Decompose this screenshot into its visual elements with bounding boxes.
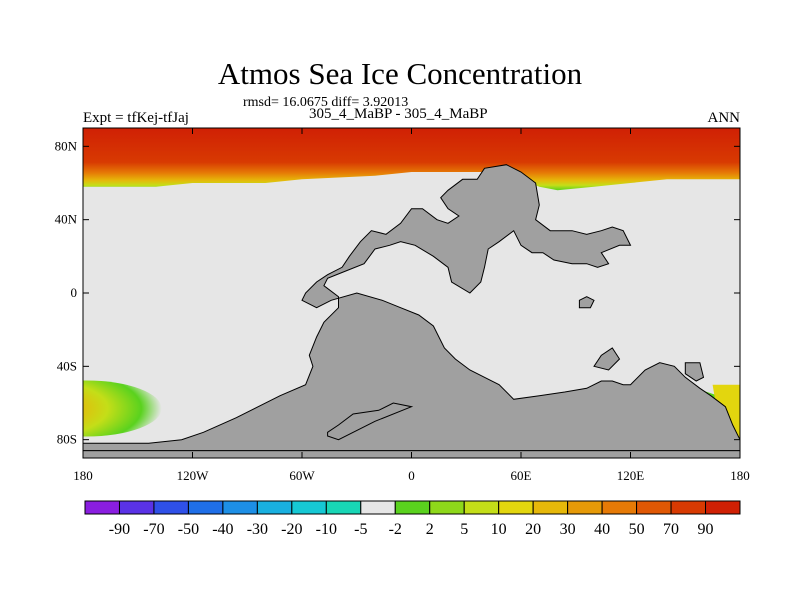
x-tick-label: 60E xyxy=(511,468,532,483)
experiment-label: Expt = tfKej-tfJaj xyxy=(83,110,189,126)
land-mass xyxy=(684,362,705,382)
colorbar-level-label: 40 xyxy=(594,521,610,538)
land-mass xyxy=(327,402,414,441)
x-tick-label: 120E xyxy=(617,468,645,483)
colorbar-level-label: -30 xyxy=(247,521,268,538)
colorbar-level-label: -50 xyxy=(178,521,199,538)
colorbar-level-label: 5 xyxy=(460,521,468,538)
x-tick-label: 180 xyxy=(73,468,93,483)
chart-title: Atmos Sea Ice Concentration xyxy=(217,56,583,91)
colorbar-level-label: 10 xyxy=(491,521,507,538)
x-tick-label: 0 xyxy=(408,468,415,483)
y-tick-label: 80S xyxy=(57,432,77,447)
colorbar-level-label: -10 xyxy=(316,521,337,538)
x-tick-label: 180 xyxy=(730,468,750,483)
land-mass xyxy=(578,296,595,309)
colorbar-swatch xyxy=(222,500,258,515)
colorbar-level-label: 90 xyxy=(698,521,714,538)
axis-ticks: 180 120W 60W 0 60E 120E 180 80N 40N 0 40S 80S xyxy=(55,128,750,483)
colorbar-level-label: 20 xyxy=(525,521,541,538)
colorbar-swatch xyxy=(394,500,431,515)
colorbar-swatch xyxy=(256,500,293,515)
colorbar-swatch xyxy=(705,500,741,515)
colorbar-swatch xyxy=(532,500,569,515)
colorbar-level-label: 50 xyxy=(629,521,645,538)
colorbar-swatch xyxy=(567,500,603,515)
colorbar-level-label: 2 xyxy=(426,521,434,538)
colorbar-level-label: -40 xyxy=(212,521,233,538)
colorbar-level-label: 70 xyxy=(663,521,679,538)
colorbar-swatch xyxy=(463,500,500,515)
x-tick-label: 120W xyxy=(177,468,210,483)
arctic-sea-ice-band xyxy=(83,128,740,191)
colorbar-level-label: -20 xyxy=(281,521,302,538)
colorbar-level-label: -2 xyxy=(389,521,402,538)
colorbar-level-label: -5 xyxy=(354,521,367,538)
colorbar-swatch xyxy=(601,500,638,515)
land-mass xyxy=(593,347,621,371)
y-tick-label: 40S xyxy=(57,358,77,373)
colorbar-swatch xyxy=(291,500,327,515)
land-mass xyxy=(83,164,740,452)
x-tick-label: 60W xyxy=(289,468,315,483)
season-label: ANN xyxy=(707,110,741,126)
colorbar-swatch xyxy=(360,500,396,515)
colorbar-swatch xyxy=(670,500,707,515)
y-tick-label: 40N xyxy=(55,212,78,227)
colorbar-swatch xyxy=(429,500,465,515)
colorbar-level-label: -70 xyxy=(143,521,164,538)
y-tick-label: 80N xyxy=(55,138,78,153)
rmsd-diff-stats: rmsd= 16.0675 diff= 3.92013 xyxy=(243,95,409,110)
colorbar-swatch xyxy=(84,500,120,515)
colorbar-swatch xyxy=(636,500,672,515)
colorbar-swatch xyxy=(187,500,224,515)
case-label: 305_4_MaBP - 305_4_MaBP xyxy=(309,106,488,122)
colorbar-level-label: 30 xyxy=(560,521,576,538)
map-layer xyxy=(83,128,740,458)
y-tick-label: 0 xyxy=(71,285,78,300)
colorbar-swatch xyxy=(118,500,155,515)
colorbar: -90 -70 -50 -40 -30 -20 -10 -5 -2 2 5 10 20 30 40 50 70 9… xyxy=(84,500,741,538)
southern-ocean-ice-anomaly xyxy=(83,380,162,437)
colorbar-swatch xyxy=(325,500,362,515)
colorbar-swatch xyxy=(153,500,189,515)
colorbar-swatch xyxy=(498,500,534,515)
colorbar-level-label: -90 xyxy=(109,521,130,538)
